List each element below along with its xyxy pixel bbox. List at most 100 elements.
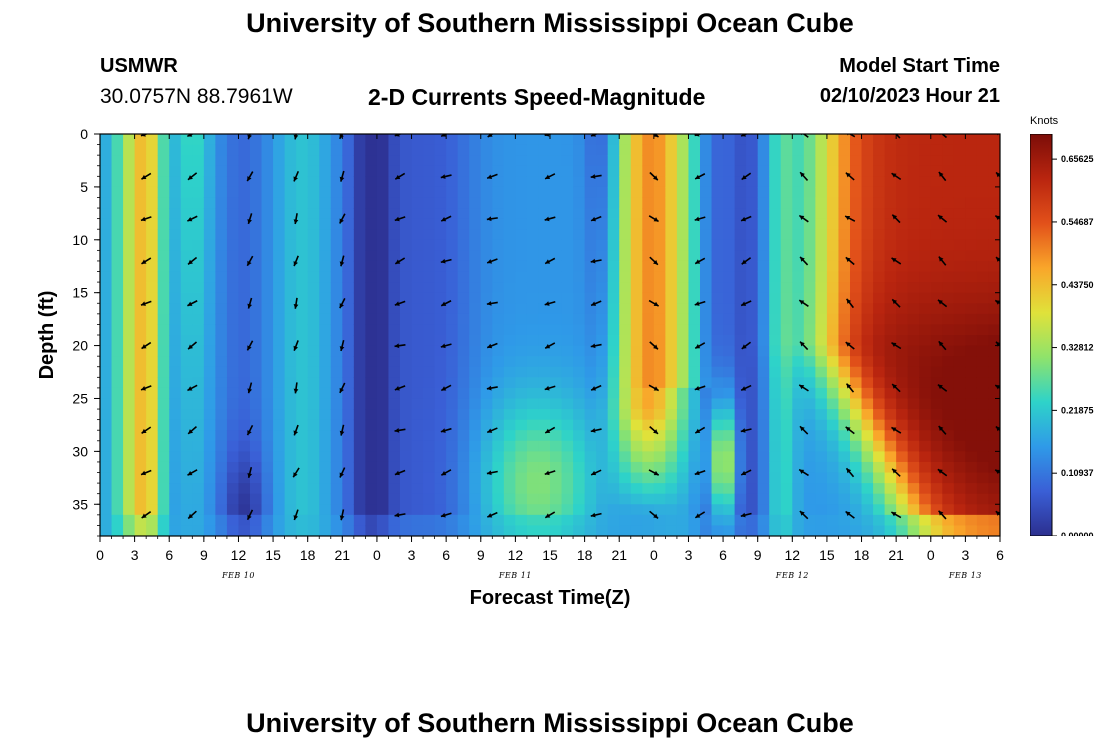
heatmap-cell (111, 356, 124, 368)
heatmap-cell (873, 208, 886, 220)
heatmap-cell (953, 472, 966, 484)
heatmap-cell (353, 324, 366, 336)
heatmap-cell (469, 303, 482, 315)
heatmap-cell (919, 313, 932, 326)
heatmap-cell (284, 430, 297, 442)
heatmap-cell (573, 483, 586, 495)
heatmap-cell (769, 440, 782, 452)
heatmap-cell (919, 239, 932, 251)
colorbar-unit-label: Knots (1030, 115, 1059, 127)
heatmap-cell (411, 377, 424, 389)
heatmap-cell (550, 335, 563, 347)
heatmap-cell (596, 356, 609, 368)
heatmap-cell (746, 525, 759, 536)
heatmap-cell (250, 271, 263, 283)
heatmap-cell (653, 250, 666, 262)
heatmap-cell (353, 472, 366, 484)
heatmap-cell (319, 260, 332, 273)
heatmap-cell (965, 377, 978, 389)
heatmap-cell (688, 218, 701, 230)
heatmap-cell (561, 504, 574, 516)
heatmap-cell (215, 440, 228, 452)
heatmap-cell (850, 345, 863, 357)
heatmap-cell (596, 303, 609, 315)
heatmap-cell (965, 144, 978, 156)
heatmap-cell (169, 292, 182, 304)
current-vector (590, 258, 602, 264)
heatmap-cell (146, 504, 159, 516)
heatmap-cell (607, 208, 620, 220)
heatmap-cell (434, 345, 447, 357)
heatmap-cell (376, 398, 390, 410)
heatmap-cell (700, 409, 713, 421)
heatmap-cell (746, 514, 759, 527)
heatmap-cell (353, 525, 366, 536)
heatmap-cell (896, 514, 909, 527)
heatmap-cell (884, 409, 897, 421)
heatmap-cell (896, 134, 909, 146)
current-vector (590, 134, 599, 137)
current-vector (937, 299, 948, 308)
heatmap-cell (480, 186, 493, 199)
heatmap-cell (192, 186, 205, 199)
heatmap-cell (919, 303, 932, 315)
heatmap-cell (676, 387, 690, 400)
heatmap-cell (861, 345, 874, 357)
heatmap-cell (896, 356, 909, 368)
heatmap-cell (757, 409, 770, 421)
heatmap-cell (296, 197, 309, 209)
heatmap-cell (307, 208, 320, 220)
heatmap-cell (134, 493, 147, 505)
heatmap-cell (930, 208, 943, 220)
heatmap-cell (723, 514, 736, 527)
x-tick-label: 9 (200, 547, 208, 563)
heatmap-cell (746, 303, 759, 315)
heatmap-cell (953, 345, 966, 357)
heatmap-cell (134, 239, 147, 251)
heatmap-cell (907, 324, 920, 336)
heatmap-cell (550, 366, 563, 378)
heatmap-cell (630, 409, 643, 421)
heatmap-cell (388, 155, 401, 167)
heatmap-cell (907, 134, 920, 146)
current-vector (186, 134, 195, 138)
heatmap-cell (700, 313, 713, 326)
heatmap-cell (157, 229, 170, 241)
heatmap-cell (273, 197, 286, 209)
heatmap-cell (388, 197, 401, 209)
heatmap-cell (411, 186, 424, 199)
heatmap-cell (492, 155, 505, 167)
heatmap-cell (907, 313, 920, 326)
heatmap-cell (573, 282, 586, 294)
heatmap-cell (792, 430, 805, 442)
heatmap-cell (815, 461, 828, 474)
heatmap-cell (953, 186, 966, 199)
heatmap-cell (480, 303, 493, 315)
heatmap-cell (376, 366, 390, 378)
heatmap-cell (180, 377, 193, 389)
x-tick-label: 18 (577, 547, 593, 563)
heatmap-cell (607, 144, 620, 156)
heatmap-cell (676, 239, 690, 251)
heatmap-cell (365, 366, 378, 378)
heatmap-cell (100, 440, 113, 452)
heatmap-cell (550, 377, 563, 389)
heatmap-cell (330, 282, 343, 294)
heatmap-cell (111, 186, 124, 199)
heatmap-cell (942, 313, 955, 326)
heatmap-cell (734, 451, 747, 463)
heatmap-cell (330, 472, 343, 484)
heatmap-cell (550, 409, 563, 421)
station-coordinates: 30.0757N 88.7961W (100, 85, 293, 108)
heatmap-cell (284, 176, 297, 188)
heatmap-cell (100, 229, 113, 241)
heatmap-cell (146, 430, 159, 442)
heatmap-cell (526, 144, 540, 156)
heatmap-cell (642, 292, 655, 304)
heatmap-cell (965, 197, 978, 209)
heatmap-cell (423, 419, 436, 431)
heatmap-cell (976, 461, 990, 474)
heatmap-cell (653, 303, 666, 315)
heatmap-cell (157, 218, 170, 230)
heatmap-cell (503, 440, 516, 452)
